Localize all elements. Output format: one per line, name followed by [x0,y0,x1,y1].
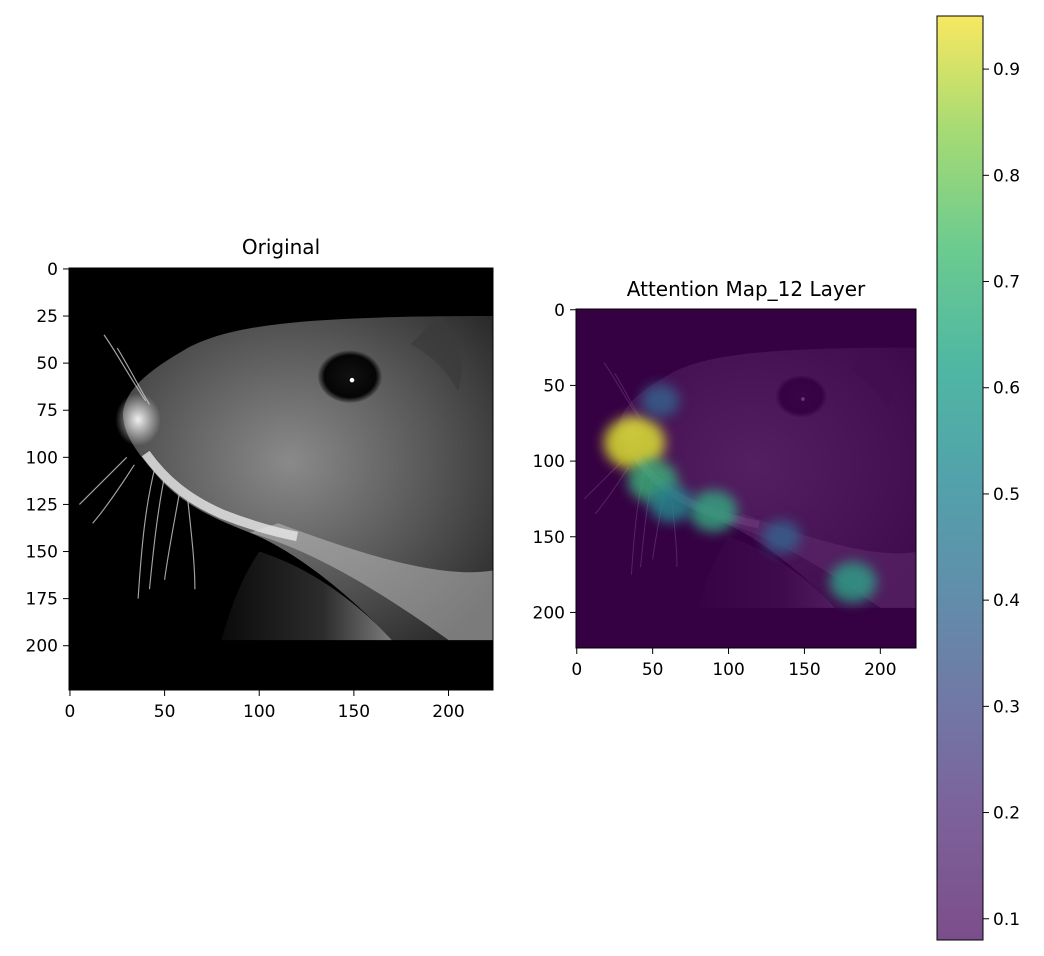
original-y-tick-label: 125 [26,495,58,515]
original-x-tick-label: 100 [243,702,275,722]
panel-title-attention: Attention Map_12 Layer [627,277,866,301]
original-y-tick-label: 0 [47,260,58,280]
original-image [69,268,493,690]
attention-hotspot [689,490,738,532]
panel-original: Original 0 50 100 150 200 0 25 50 75 100 125 150 17… [26,235,494,722]
original-axes-frame [68,267,494,691]
attention-y-axis: 0 50 100 150 200 [533,301,576,623]
colorbar-tick-label: 0.2 [993,804,1020,824]
colorbar: 0.1 0.2 0.3 0.4 0.5 0.6 0.7 0.8 0.9 [936,15,1020,941]
attention-x-tick-label: 50 [642,660,664,680]
colorbar-gradient [937,16,983,940]
attention-hotspot [603,416,665,470]
attention-y-tick-label: 50 [543,376,565,396]
original-y-tick-label: 75 [36,401,58,421]
attention-x-tick-label: 150 [788,660,820,680]
original-x-tick-label: 50 [154,702,176,722]
panel-title-original: Original [242,235,320,259]
original-y-tick-label: 50 [36,354,58,374]
colorbar-tick-label: 0.5 [993,485,1020,505]
attention-hotspots [603,383,877,603]
attention-hotspot [762,520,801,554]
colorbar-tick-label: 0.4 [993,591,1020,611]
attention-hotspot [649,484,693,523]
original-x-axis: 0 50 100 150 200 [65,690,465,722]
attention-x-axis: 0 50 100 150 200 [571,648,897,680]
original-y-tick-label: 150 [26,543,58,563]
original-y-tick-label: 175 [26,590,58,610]
attention-x-tick-label: 200 [864,660,896,680]
attention-y-tick-label: 100 [533,452,565,472]
attention-axes-frame [575,308,917,649]
colorbar-tick-label: 0.6 [993,379,1020,399]
attention-x-tick-label: 100 [712,660,744,680]
colorbar-tick-label: 0.8 [993,166,1020,186]
attention-y-tick-label: 150 [533,528,565,548]
attention-hotspot [829,561,877,603]
colorbar-tick-label: 0.9 [993,60,1020,80]
original-x-tick-label: 200 [432,702,464,722]
original-x-tick-label: 0 [65,702,76,722]
attention-x-tick-label: 0 [571,660,582,680]
original-y-tick-label: 100 [26,448,58,468]
colorbar-ticks: 0.1 0.2 0.3 0.4 0.5 0.6 0.7 0.8 0.9 [983,60,1020,930]
attention-hotspot [641,383,680,418]
original-y-tick-label: 25 [36,307,58,327]
original-y-tick-label: 200 [26,637,58,657]
colorbar-tick-label: 0.7 [993,273,1020,293]
attention-y-tick-label: 200 [533,603,565,623]
original-y-axis: 0 25 50 75 100 125 150 175 200 [26,260,69,657]
original-x-tick-label: 150 [338,702,370,722]
colorbar-tick-label: 0.3 [993,697,1020,717]
attention-y-tick-label: 0 [554,301,565,321]
attention-image [576,309,916,648]
colorbar-tick-label: 0.1 [993,910,1020,930]
panel-attention: Attention Map_12 Layer 0 50 100 150 200 0 50 1… [533,277,917,680]
colorbar-frame [936,15,984,941]
